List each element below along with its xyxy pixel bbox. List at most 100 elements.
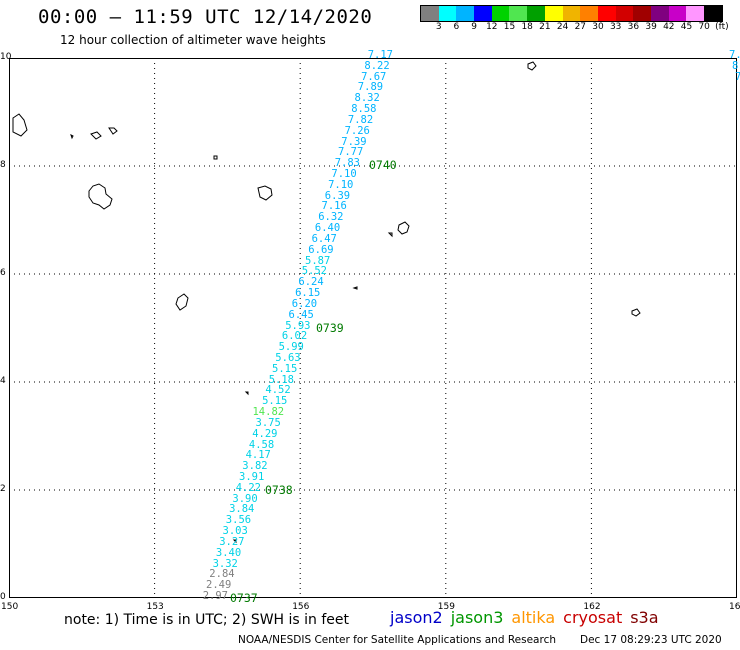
satellite-jason2: jason2 [390,608,443,627]
scale-label: 3 [435,22,442,32]
scale-label: 70 [698,22,710,32]
footer-timestamp: Dec 17 08:29:23 UTC 2020 [580,634,722,646]
swh-value: 8.58 [351,103,377,116]
longitude-label: 162 [583,602,601,612]
scale-swatch [668,6,687,21]
map-subtitle: 12 hour collection of altimeter wave hei… [60,33,326,47]
swh-value: 2.49 [206,579,232,592]
swh-value: 5.52 [301,265,327,278]
scale-swatch [491,6,510,21]
scale-label: 15 [503,22,516,32]
swh-value: 8.32 [354,92,380,105]
swh-value: 4.22 [235,481,261,494]
swh-value: 7.16 [321,200,347,213]
swh-value: 6.40 [314,222,341,235]
swh-value: 3.82 [242,460,268,473]
scale-label: 21 [539,22,551,32]
scale-swatch [544,6,563,21]
edge-swh-value: 7. [729,49,740,61]
island-outline [175,293,189,311]
satellite-s3a: s3a [630,608,659,627]
swh-value: 4.52 [265,384,291,397]
swh-value: 3.56 [225,514,252,527]
scale-swatch [704,6,722,21]
swh-value: 7.10 [328,178,354,191]
island-outline [527,61,537,71]
swh-value: 7.89 [357,81,384,94]
latitude-label: 0 [0,592,6,602]
swh-value: 3.84 [229,503,255,516]
longitude-label: 165 [729,602,740,612]
latitude-label: 2 [0,484,6,494]
island-outline [90,131,102,140]
scale-label: 12 [486,22,498,32]
swh-value: 3.03 [222,525,248,538]
satellite-cryosat: cryosat [563,608,623,627]
scale-label: (ft) [715,22,729,32]
latitude-label: 6 [0,268,6,278]
swh-value: 6.39 [324,189,351,202]
island-outline [631,308,641,317]
island-outline [244,391,249,396]
longitude-label: 159 [437,602,455,612]
swh-value: 7.17 [367,49,393,61]
scale-label: 30 [592,22,604,32]
swh-value: 2.97 [202,590,228,602]
swh-value: 6.20 [291,297,318,310]
scale-label: 36 [627,22,640,32]
swh-value: 4.17 [245,449,271,462]
swh-value: 5.18 [268,373,294,386]
swh-value: 7.39 [341,135,367,148]
scale-swatch [562,6,581,21]
wave-height-color-scale [420,5,723,22]
longitude-label: 156 [292,602,310,612]
longitude-label: 153 [146,602,164,612]
island-outline [397,221,410,235]
swh-value: 5.15 [262,395,288,408]
swh-value: 3.90 [232,492,258,505]
scale-swatch [438,6,457,21]
footer-credit: NOAA/NESDIS Center for Satellite Applica… [238,634,556,646]
scale-swatch [597,6,616,21]
island-outline [108,127,118,135]
map-title: 00:00 – 11:59 UTC 12/14/2020 [38,6,373,28]
scale-label: 33 [609,22,622,32]
island-outline [352,286,358,290]
island-outline [257,185,273,201]
scale-label: 6 [453,22,460,32]
edge-swh-value: 8 [732,60,739,72]
swh-value: 5.99 [278,341,304,354]
satellite-jason3: jason3 [450,608,504,627]
swh-value: 3.32 [212,557,238,570]
swh-value: 7.67 [361,70,387,83]
map-border [9,58,737,598]
swh-value: 6.45 [288,308,314,321]
island-outline [88,183,113,210]
scale-swatch [474,6,492,21]
swh-value: 7.83 [334,157,360,170]
track-time-label: 0740 [369,158,397,172]
altimeter-map: 1501531561591621651086420 7.178.227.677.… [0,50,740,613]
swh-value: 5.93 [285,319,311,332]
scale-swatch [421,6,439,21]
swh-value: 6.47 [311,232,337,245]
track-time-label: 0738 [265,483,293,497]
scale-swatch [580,6,598,21]
map-grid [9,58,737,598]
swh-value: 8.22 [364,59,390,72]
swh-value: 7.82 [347,113,374,126]
swh-value: 3.91 [239,470,265,483]
swh-value: 6.24 [298,276,324,289]
swh-value: 6.32 [318,211,344,224]
swh-value: 7.77 [338,146,364,159]
swh-value: 3.27 [219,535,245,548]
scale-swatch [527,6,545,21]
satellite-altika: altika [511,608,556,627]
latitude-label: 10 [0,52,12,62]
island-outline [12,113,28,137]
footer-note: note: 1) Time is in UTC; 2) SWH is in fe… [64,612,350,628]
swh-value: 6.02 [281,330,308,343]
scale-swatch [686,6,704,21]
island-outlines [12,61,641,544]
swh-value: 4.58 [248,438,275,451]
